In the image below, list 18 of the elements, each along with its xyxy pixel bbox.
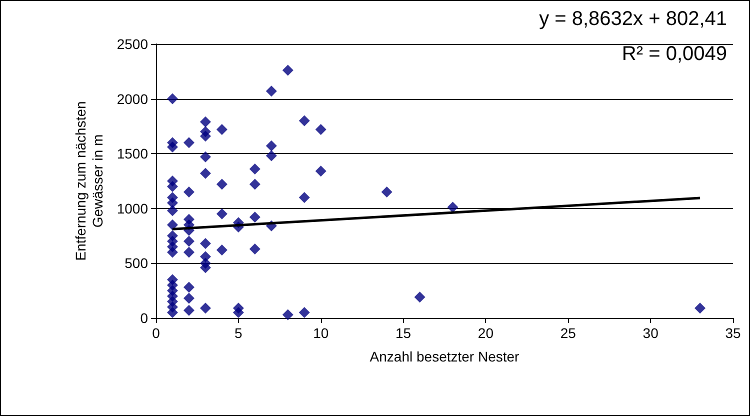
y-tick-label: 1000	[116, 200, 148, 216]
y-tick-label: 500	[124, 255, 148, 272]
text: y = 8,8632x + 802,41	[539, 8, 728, 30]
y-axis-title: Entfernung zum nächsten Gewässer in m	[72, 101, 106, 261]
y-tick-label: 2500	[116, 36, 148, 52]
x-axis-title: Anzahl besetzter Nester	[370, 348, 520, 364]
y-tick-label: 2000	[116, 90, 148, 107]
y-tick-label: 0	[140, 310, 148, 326]
y-tick-label: 1500	[116, 146, 148, 162]
x-tick-label: 10	[313, 325, 329, 341]
x-tick-label: 35	[725, 325, 741, 341]
x-tick-label: 25	[560, 325, 576, 341]
x-tick-label: 0	[152, 325, 160, 341]
x-tick-label: 20	[478, 325, 494, 341]
annotation: R² = 0,0049	[622, 43, 728, 65]
x-tick-label: 5	[234, 325, 243, 341]
x-tick-label: 30	[642, 325, 659, 341]
x-tick-label: 15	[395, 325, 412, 341]
